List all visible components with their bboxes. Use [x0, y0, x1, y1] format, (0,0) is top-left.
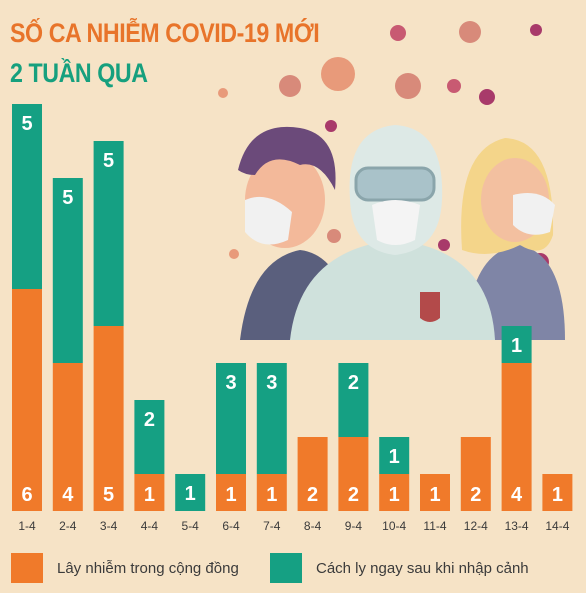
bar-community-13-4 — [501, 363, 532, 511]
legend-swatch-quarantine — [270, 553, 302, 583]
x-tick-label: 8-4 — [304, 519, 322, 533]
data-label: 5 — [21, 113, 32, 135]
x-tick-label: 11-4 — [423, 519, 446, 533]
bar-community-1-4 — [12, 289, 42, 511]
legend-label-quarantine: Cách ly ngay sau khi nhập cảnh — [316, 559, 529, 577]
bar-quarantine-10-4 — [379, 437, 410, 474]
data-label: 2 — [307, 484, 318, 506]
bar-community-12-4 — [460, 437, 491, 511]
legend-swatch-community — [11, 553, 43, 583]
data-label: 1 — [511, 335, 522, 357]
bar-quarantine-4-4 — [134, 400, 165, 474]
bar-community-3-4 — [93, 326, 124, 511]
bar-quarantine-3-4 — [93, 141, 124, 326]
healthcare-worker-in-protective-suit — [290, 125, 495, 340]
data-label: 1 — [429, 484, 440, 506]
legend-item-quarantine: Cách ly ngay sau khi nhập cảnh — [270, 552, 529, 584]
data-label: 1 — [552, 484, 563, 506]
x-tick-label: 5-4 — [182, 519, 200, 533]
data-label: 1 — [144, 484, 155, 506]
x-tick-label: 4-4 — [141, 519, 159, 533]
data-label: 2 — [348, 372, 359, 394]
bar-quarantine-2-4 — [52, 178, 83, 363]
x-tick-label: 9-4 — [345, 519, 363, 533]
bar-quarantine-5-4 — [175, 474, 206, 511]
bar-quarantine-1-4 — [12, 104, 42, 289]
bar-quarantine-6-4 — [216, 363, 246, 474]
bar-community-2-4 — [52, 363, 83, 511]
bar-quarantine-7-4 — [256, 363, 287, 474]
data-label: 1 — [389, 484, 400, 506]
data-label: 3 — [266, 372, 277, 394]
data-label: 6 — [21, 484, 32, 506]
data-label: 2 — [144, 409, 155, 431]
bar-community-14-4 — [542, 474, 573, 511]
data-label: 5 — [103, 150, 114, 172]
data-label: 1 — [225, 484, 236, 506]
legend-label-community: Lây nhiễm trong cộng đồng — [57, 559, 239, 577]
bar-community-8-4 — [297, 437, 328, 511]
bar-community-11-4 — [420, 474, 450, 511]
chart-title: SỐ CA NHIỄM COVID-19 MỚI — [10, 18, 320, 48]
data-label: 1 — [185, 483, 196, 505]
x-tick-label: 12-4 — [464, 519, 488, 533]
bar-community-10-4 — [379, 474, 410, 511]
data-label: 4 — [511, 484, 523, 506]
bar-quarantine-13-4 — [501, 326, 532, 363]
x-tick-label: 6-4 — [222, 519, 240, 533]
bar-quarantine-9-4 — [338, 363, 369, 437]
bar-community-7-4 — [256, 474, 287, 511]
x-tick-label: 13-4 — [505, 519, 529, 533]
data-label: 5 — [62, 187, 73, 209]
bar-community-6-4 — [216, 474, 246, 511]
x-tick-label: 10-4 — [382, 519, 406, 533]
bar-community-4-4 — [134, 474, 165, 511]
x-tick-label: 3-4 — [100, 519, 118, 533]
x-tick-label: 7-4 — [263, 519, 281, 533]
data-label: 4 — [62, 484, 74, 506]
data-label: 1 — [389, 446, 400, 468]
bar-community-9-4 — [338, 437, 369, 511]
chart-subtitle: 2 TUẦN QUA — [10, 58, 148, 88]
data-label: 2 — [470, 484, 481, 506]
data-label: 5 — [103, 484, 114, 506]
data-label: 2 — [348, 484, 359, 506]
x-tick-label: 1-4 — [18, 519, 36, 533]
data-label: 3 — [225, 372, 236, 394]
data-label: 1 — [266, 484, 277, 506]
legend-item-community: Lây nhiễm trong cộng đồng — [11, 552, 239, 584]
x-tick-label: 14-4 — [545, 519, 569, 533]
x-tick-label: 2-4 — [59, 519, 77, 533]
